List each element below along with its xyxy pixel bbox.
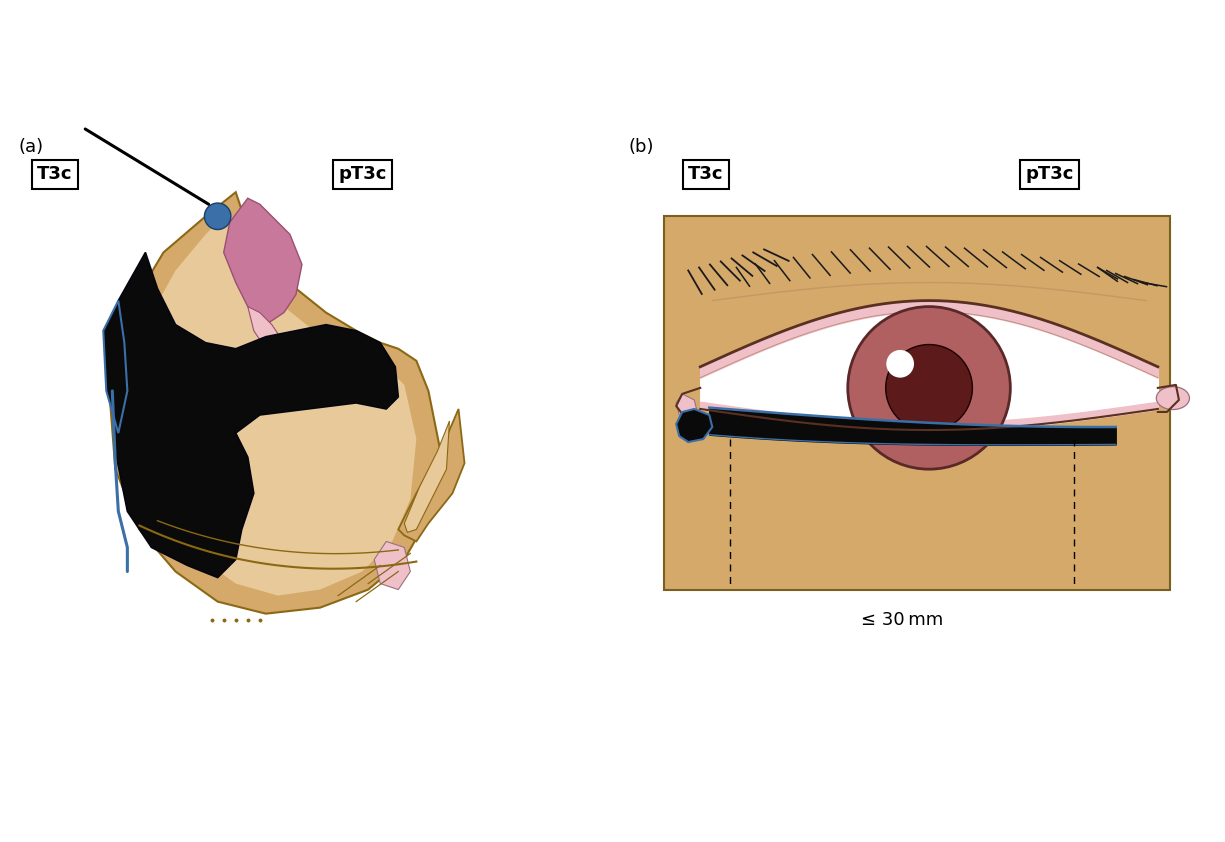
FancyBboxPatch shape	[664, 216, 1170, 589]
Text: (a): (a)	[18, 138, 44, 156]
Text: T3c: T3c	[37, 165, 72, 184]
Circle shape	[848, 306, 1011, 469]
Polygon shape	[224, 198, 303, 325]
Polygon shape	[374, 541, 410, 589]
Text: pT3c: pT3c	[338, 165, 386, 184]
Polygon shape	[247, 306, 284, 360]
Polygon shape	[676, 409, 712, 442]
Ellipse shape	[1156, 386, 1189, 409]
Polygon shape	[676, 394, 697, 418]
Polygon shape	[103, 301, 127, 433]
Polygon shape	[113, 253, 398, 578]
Text: ≤ 30 mm: ≤ 30 mm	[861, 610, 943, 629]
Polygon shape	[404, 421, 450, 532]
Text: T3c: T3c	[688, 165, 724, 184]
Polygon shape	[109, 192, 441, 614]
Polygon shape	[127, 210, 417, 595]
Circle shape	[205, 203, 232, 230]
Polygon shape	[398, 409, 464, 541]
Circle shape	[887, 350, 914, 378]
Text: (b): (b)	[628, 138, 653, 156]
Circle shape	[886, 344, 973, 431]
Text: pT3c: pT3c	[1025, 165, 1074, 184]
